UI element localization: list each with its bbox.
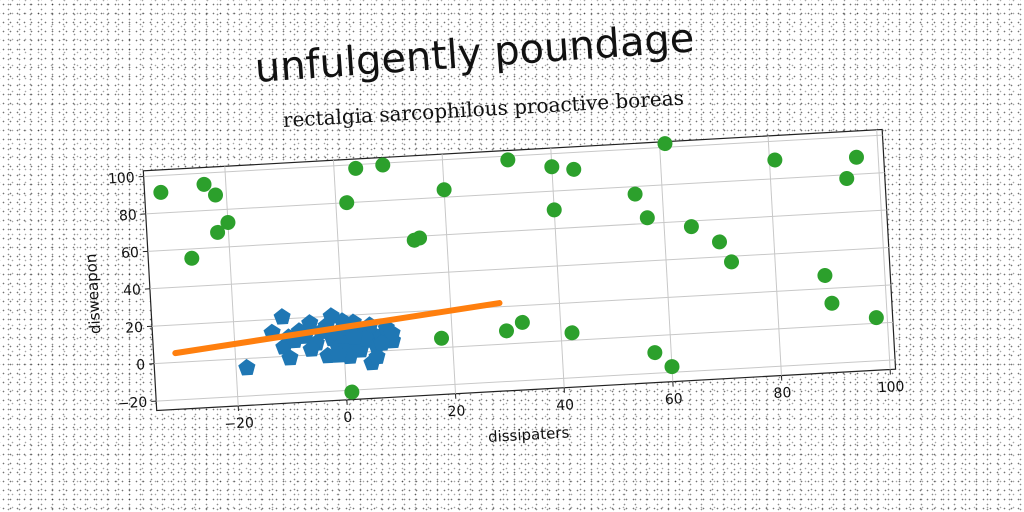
data-point-circle [724,254,740,270]
data-point-pentagon [368,347,386,365]
x-tick-label: 40 [556,397,575,414]
y-tick-label: 60 [121,245,140,262]
data-point-circle [868,310,884,326]
data-point-circle [657,136,673,152]
data-point-circle [412,230,428,246]
data-point-pentagon [302,340,320,357]
y-tick-label: −20 [117,395,147,413]
data-point-circle [848,149,864,165]
data-point-circle [220,214,236,230]
x-tick-label: 20 [447,403,466,420]
data-point-circle [683,219,699,235]
data-point-circle [434,330,450,346]
x-axis-label: dissipaters [488,423,570,446]
x-tick-label: −20 [224,415,254,433]
y-gridline [147,209,887,252]
plot-area [142,128,897,412]
y-tick-label: 20 [125,320,144,337]
data-point-circle [839,170,855,186]
x-tick-label: 80 [773,385,792,402]
y-axis-label: disweapon [82,253,104,334]
data-point-circle [153,184,169,200]
y-tick-label: 40 [123,282,142,299]
data-point-circle [184,250,200,266]
data-point-pentagon [301,314,319,331]
y-gridline [149,246,889,290]
x-gridline [876,129,891,370]
data-point-circle [824,295,840,311]
data-point-pentagon [345,328,363,346]
data-point-pentagon [373,334,391,351]
x-gridline [224,166,239,406]
y-gridline [154,321,893,365]
x-gridline [767,135,782,376]
y-tick-label: 0 [136,357,146,373]
trend-line [172,300,503,357]
y-tick-label: 80 [119,207,138,224]
data-point-circle [546,202,562,218]
x-tick-label: 0 [343,410,353,426]
data-point-circle [544,159,560,175]
data-point-circle [647,345,663,361]
data-point-pentagon [281,348,299,366]
y-tick-label: 100 [108,170,136,187]
data-point-circle [196,176,212,192]
data-point-circle [639,210,655,226]
x-tick-label: 60 [664,391,683,408]
data-point-pentagon [319,346,337,364]
data-point-circle [500,152,516,168]
data-point-pentagon [330,346,348,363]
y-gridline [145,172,885,215]
data-point-pentagon [383,324,401,342]
data-point-circle [712,234,728,250]
data-point-circle [436,182,452,198]
data-point-circle [339,195,355,211]
data-point-circle [564,325,580,341]
data-point-circle [348,160,364,176]
data-point-pentagon [273,308,291,325]
data-point-circle [344,384,360,400]
data-point-circle [627,186,643,202]
y-gridline [151,284,891,327]
data-point-circle [210,224,226,240]
y-gridline [156,359,896,402]
data-point-circle [664,359,680,375]
data-point-circle [767,152,783,168]
data-point-circle [566,161,582,177]
data-point-circle [208,187,224,203]
x-gridline [658,141,674,382]
data-point-pentagon [238,358,256,376]
data-point-circle [375,157,391,173]
data-point-circle [817,267,833,283]
data-point-circle [498,323,514,339]
x-tick-label: 100 [877,379,905,396]
x-gridline [550,148,565,388]
data-point-circle [514,314,530,330]
